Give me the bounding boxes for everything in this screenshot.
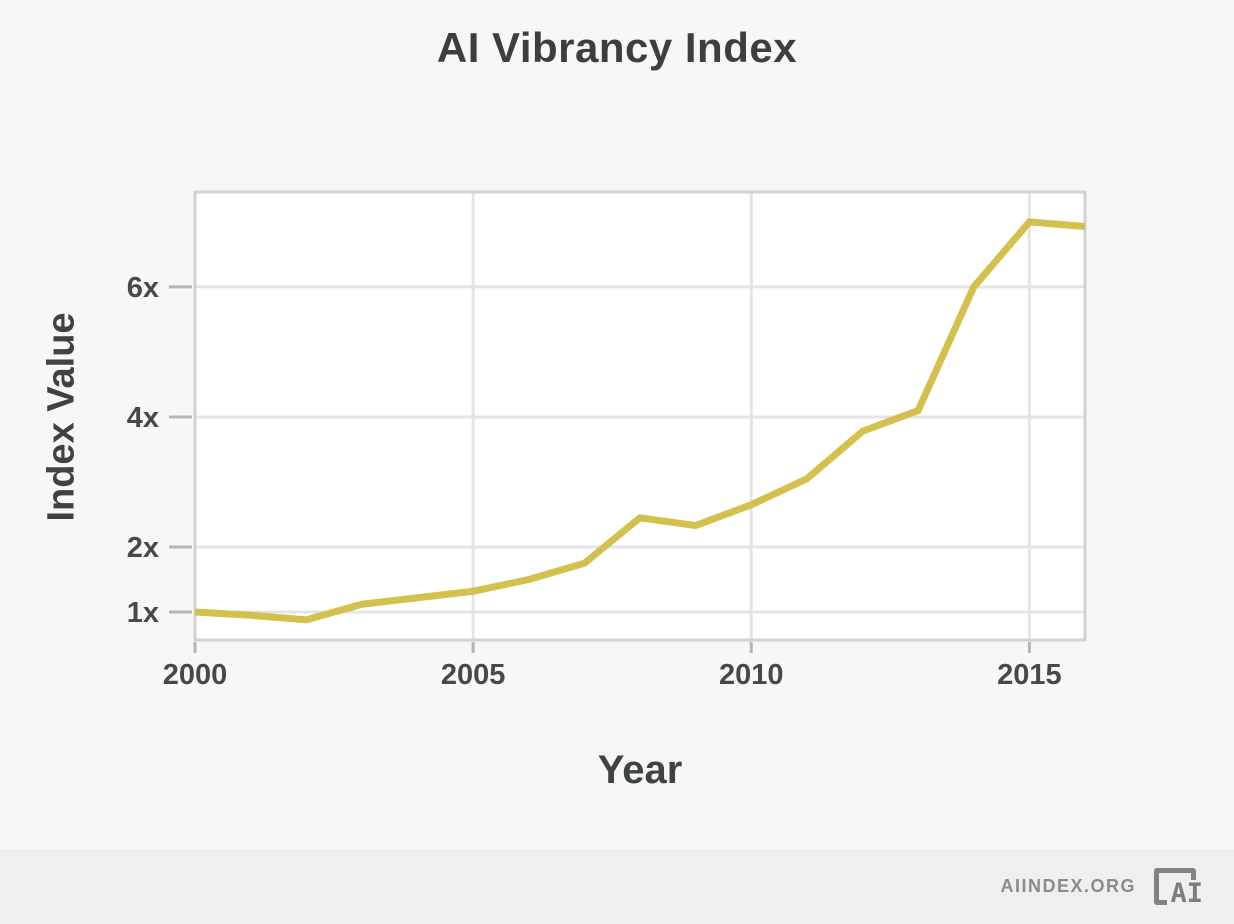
x-axis-tick-label: 2015 [997,659,1062,691]
y-axis-label: Index Value [40,312,83,522]
data-line-ai-vibrancy-index [194,218,1086,624]
y-axis-tick-label: 4x [127,402,159,434]
y-axis-tick-label: 2x [127,532,159,564]
plot-border [193,190,1087,642]
plot-area: 1x 2x 4x 6x 2000 2005 2010 2015 [127,190,1087,691]
x-axis-tick-label: 2010 [719,659,784,691]
ai-index-logo-text: AI [1167,880,1204,907]
y-axis-tick-label: 6x [127,272,159,304]
line-chart: 1x 2x 4x 6x 2000 2005 2010 2015 [127,190,1087,691]
chart-title: AI Vibrancy Index [436,24,798,71]
ai-index-logo-icon: AI [1154,868,1204,907]
y-axis-tick-label: 1x [127,597,159,629]
x-axis-label: Year [597,748,683,792]
x-axis-tick-label: 2000 [163,659,228,691]
footer-site-label: AIINDEX.ORG [1000,876,1136,896]
x-axis-tick-label: 2005 [441,659,506,691]
footer: AIINDEX.ORG AI [0,849,1234,924]
